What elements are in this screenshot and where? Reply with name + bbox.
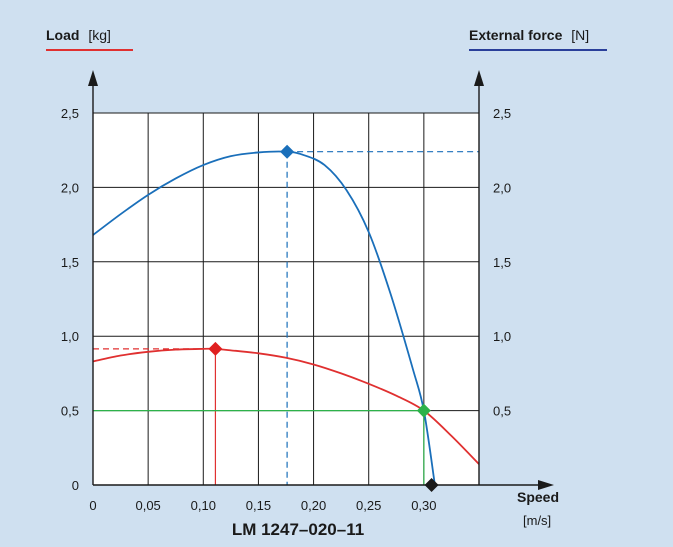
y-tick-label-left: 2,0 xyxy=(61,180,79,195)
series-line xyxy=(92,347,480,465)
y-tick-label-right: 0,5 xyxy=(493,404,511,419)
plot-area xyxy=(93,113,479,485)
diamond-marker xyxy=(424,478,439,492)
y-tick-label-right: 1,0 xyxy=(493,329,511,344)
left-axis-arrow xyxy=(88,70,98,86)
diamond-marker xyxy=(208,341,223,356)
x-tick-label: 0,20 xyxy=(301,498,326,513)
diamond-marker xyxy=(416,403,431,418)
chart-title: LM 1247–020–11 xyxy=(232,520,364,539)
series-line xyxy=(92,150,436,486)
y-tick-label-left: 0,5 xyxy=(61,404,79,419)
right-axis-arrow xyxy=(474,70,484,86)
axes xyxy=(88,70,554,490)
x-axis-unit: [m/s] xyxy=(523,513,551,528)
x-tick-label: 0,10 xyxy=(191,498,216,513)
left-axis-label: Load xyxy=(46,27,79,43)
plot-background xyxy=(93,113,479,485)
right-axis-unit: [N] xyxy=(571,27,589,43)
markers xyxy=(208,144,439,492)
grid xyxy=(93,112,479,485)
left-axis-unit: [kg] xyxy=(88,27,111,43)
y-tick-label-right: 2,5 xyxy=(493,106,511,121)
x-tick-label: 0,25 xyxy=(356,498,381,513)
x-axis-arrow xyxy=(538,480,554,490)
y-tick-label-left: 0 xyxy=(72,478,79,493)
left-axis-title: Load [kg] xyxy=(46,27,111,43)
y-tick-label-right: 2,0 xyxy=(493,180,511,195)
x-tick-label: 0,05 xyxy=(135,498,160,513)
diamond-marker xyxy=(280,144,295,159)
x-tick-label: 0 xyxy=(89,498,96,513)
y-tick-label-left: 1,0 xyxy=(61,329,79,344)
right-axis-title: External force [N] xyxy=(469,27,589,43)
x-tick-label: 0,30 xyxy=(411,498,436,513)
x-axis-label: Speed xyxy=(517,489,559,505)
y-tick-label-right: 1,5 xyxy=(493,255,511,270)
right-axis-label: External force xyxy=(469,27,563,43)
tick-labels: 0 0,5 1,0 1,5 2,0 2,5 0,5 1,0 1,5 2,0 2,5 0 0,05 0,10… xyxy=(61,106,511,513)
series-lines xyxy=(92,150,480,486)
y-tick-label-left: 2,5 xyxy=(61,106,79,121)
x-tick-label: 0,15 xyxy=(246,498,271,513)
y-tick-label-left: 1,5 xyxy=(61,255,79,270)
